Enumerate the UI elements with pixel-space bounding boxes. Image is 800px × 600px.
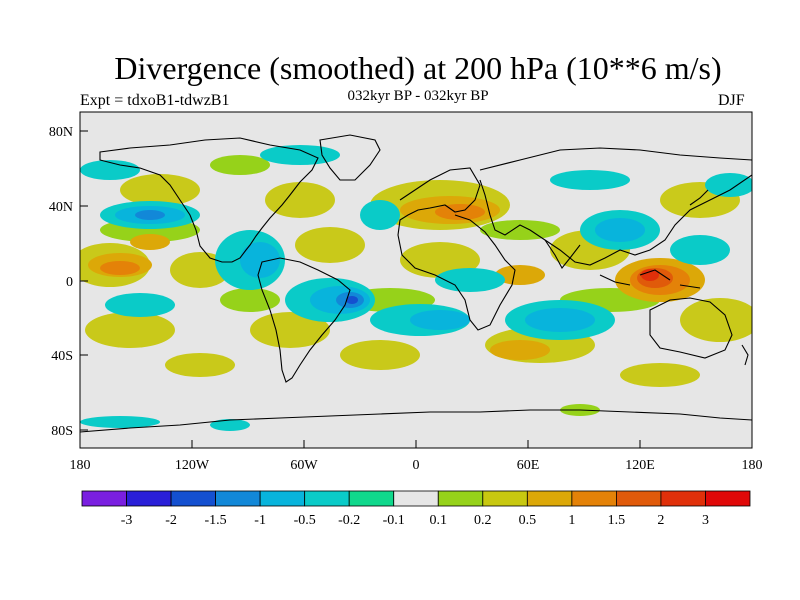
x-tick-marks bbox=[79, 440, 753, 448]
map-title: Divergence (smoothed) at 200 hPa (10**6 … bbox=[114, 50, 722, 86]
colorbar: -3 -2 -1.5 -1 -0.5 -0.2 -0.1 0.1 0.2 0.5 1 1.5 2 3 bbox=[81, 490, 751, 528]
colorbar-label: -1 bbox=[254, 513, 266, 528]
colorbar-label: -1.5 bbox=[205, 513, 227, 528]
x-tick-label: 120W bbox=[175, 458, 210, 473]
colorbar-swatch bbox=[348, 490, 395, 507]
y-tick-label: 40N bbox=[49, 200, 73, 215]
colorbar-label: 3 bbox=[702, 513, 709, 528]
map-subtitle: 032kyr BP - 032kyr BP bbox=[347, 88, 489, 104]
x-tick-label: 0 bbox=[413, 458, 420, 473]
colorbar-swatch bbox=[526, 490, 573, 507]
colorbar-label: 1.5 bbox=[608, 513, 626, 528]
colorbar-label: 1 bbox=[568, 513, 575, 528]
colorbar-swatch bbox=[170, 490, 216, 507]
x-tick-label: 180 bbox=[742, 458, 763, 473]
colorbar-swatch bbox=[437, 490, 484, 507]
x-tick-label: 120E bbox=[625, 458, 655, 473]
colorbar-label: -0.1 bbox=[383, 513, 405, 528]
colorbar-swatch bbox=[616, 490, 662, 507]
colorbar-swatch bbox=[259, 490, 306, 507]
x-tick-label: 60E bbox=[517, 458, 540, 473]
colorbar-swatch bbox=[393, 490, 439, 507]
colorbar-label: 2 bbox=[657, 513, 664, 528]
x-tick-label: 180 bbox=[70, 458, 91, 473]
coastlines bbox=[80, 134, 752, 433]
divergence-field bbox=[80, 112, 752, 448]
colorbar-swatch bbox=[126, 490, 172, 507]
colorbar-label: -0.2 bbox=[338, 513, 360, 528]
colorbar-label: -0.5 bbox=[294, 513, 316, 528]
y-tick-label: 0 bbox=[66, 275, 73, 290]
colorbar-label: -2 bbox=[165, 513, 177, 528]
y-tick-marks bbox=[80, 130, 88, 431]
y-tick-label: 80N bbox=[49, 125, 73, 140]
experiment-label: Expt = tdxoB1-tdwzB1 bbox=[80, 92, 230, 109]
colorbar-swatch bbox=[81, 490, 127, 507]
colorbar-swatch bbox=[304, 490, 350, 507]
colorbar-swatch bbox=[660, 490, 706, 507]
colorbar-label: 0.1 bbox=[430, 513, 448, 528]
colorbar-label: 0.2 bbox=[474, 513, 492, 528]
colorbar-swatch bbox=[571, 490, 617, 507]
y-tick-label: 80S bbox=[51, 424, 73, 439]
y-tick-label: 40S bbox=[51, 349, 73, 364]
colorbar-swatch bbox=[482, 490, 528, 507]
colorbar-swatch bbox=[215, 490, 261, 507]
colorbar-swatch bbox=[705, 490, 751, 507]
colorbar-label: 0.5 bbox=[519, 513, 537, 528]
season-label: DJF bbox=[718, 92, 745, 109]
x-tick-label: 60W bbox=[290, 458, 318, 473]
colorbar-label: -3 bbox=[121, 513, 133, 528]
